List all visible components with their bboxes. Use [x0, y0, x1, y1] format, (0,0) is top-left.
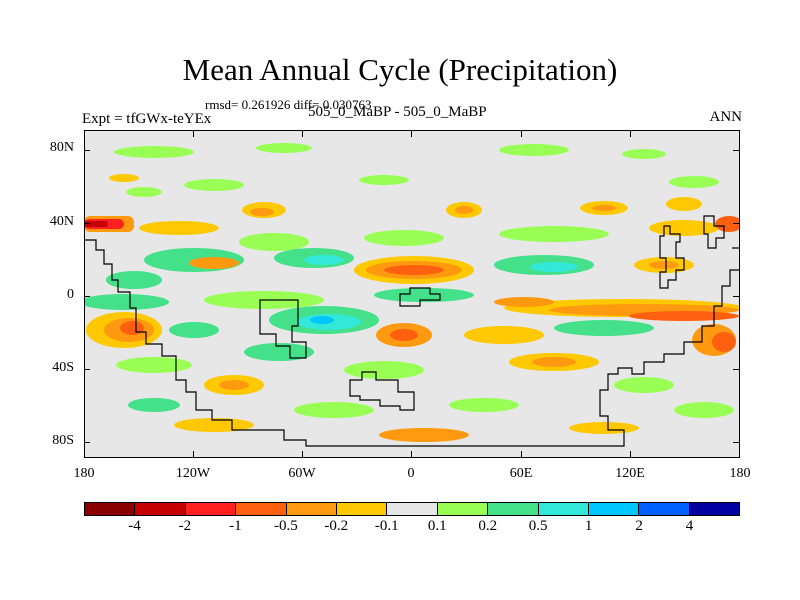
colorbar-swatch [639, 503, 690, 515]
colorbar-label: -0.5 [273, 518, 298, 534]
x-tick-0: 0 [407, 466, 415, 481]
x-tick-mark-60w [302, 451, 303, 457]
colorbar-label: -0.2 [324, 518, 349, 534]
continent-outlines [84, 215, 740, 447]
precip-difference-map [84, 130, 740, 458]
x-tick-mark-120e [630, 451, 631, 457]
colorbar-swatch [437, 503, 489, 515]
colorbar [84, 502, 740, 516]
precip-anomaly-patches-tropics-south [86, 306, 736, 361]
precip-anomaly-patches-midlat-north [84, 216, 740, 251]
season-label: ANN [709, 109, 743, 125]
x-tick-60e: 60E [509, 466, 533, 481]
colorbar-label: -1 [229, 518, 242, 534]
colorbar-swatch [387, 503, 438, 515]
colorbar-swatch [286, 503, 337, 515]
colorbar-label: 1 [584, 518, 593, 534]
precip-anomaly-patches-tropics-north [106, 248, 694, 289]
y-tick-mark-right-80n [733, 150, 739, 151]
colorbar-swatch [185, 503, 237, 515]
colorbar-swatch [85, 503, 136, 515]
x-tick-mark-0 [411, 451, 412, 457]
colorbar-label: -2 [178, 518, 192, 534]
y-tick-40n: 40N [49, 214, 74, 229]
difference-label: 505_0_MaBP - 505_0_MaBP [308, 104, 487, 120]
y-tick-mark-right-80s [733, 442, 739, 443]
colorbar-label: 0.5 [528, 518, 548, 534]
colorbar-swatch [236, 503, 287, 515]
figure-title: Mean Annual Cycle (Precipitation) [182, 52, 618, 87]
colorbar-label: -0.1 [374, 518, 399, 534]
colorbar-swatch [588, 503, 640, 515]
y-tick-80s: 80S [52, 433, 74, 448]
experiment-label: Expt = tfGWx-teYEx [82, 111, 212, 127]
y-tick-40s: 40S [52, 360, 74, 375]
y-tick-mark-80n [84, 150, 90, 151]
y-tick-mark-80s [84, 442, 90, 443]
y-tick-0: 0 [67, 287, 74, 302]
colorbar-swatch [538, 503, 589, 515]
y-tick-mark-right-40n [733, 223, 739, 224]
colorbar-swatch [689, 503, 740, 515]
colorbar-swatch [488, 503, 539, 515]
y-tick-mark-40n [84, 223, 90, 224]
y-tick-mark-right-40s [733, 369, 739, 370]
x-tick-120w: 120W [175, 466, 211, 481]
x-tick-mark-top-120w [193, 131, 194, 137]
x-tick-mark-60e [521, 451, 522, 457]
x-tick-180e: 180 [729, 466, 751, 481]
precip-anomaly-patches-equator [84, 288, 740, 321]
colorbar-label: 4 [685, 518, 694, 534]
x-tick-60w: 60W [288, 466, 316, 481]
colorbar-swatch [336, 503, 388, 515]
x-tick-180w: 180 [73, 466, 95, 481]
colorbar-label: 0.2 [478, 518, 498, 534]
y-tick-80n: 80N [49, 140, 74, 155]
x-tick-mark-top-120e [630, 131, 631, 137]
colorbar-label: 0.1 [427, 518, 447, 534]
x-tick-mark-top-60w [302, 131, 303, 137]
colorbar-label: 2 [635, 518, 643, 534]
precip-anomaly-patches-south [116, 353, 734, 442]
stats-text: rmsd= 0.261926 diff= 0.030763 [205, 97, 372, 112]
x-tick-mark-top-0 [411, 131, 412, 137]
precip-anomaly-patches-north [109, 143, 719, 218]
y-tick-mark-0 [84, 296, 90, 297]
x-tick-120e: 120E [615, 466, 645, 481]
colorbar-label: -4 [128, 518, 141, 534]
y-tick-mark-right-0 [733, 296, 739, 297]
colorbar-swatch [135, 503, 186, 515]
x-tick-mark-top-60e [521, 131, 522, 137]
y-tick-mark-40s [84, 369, 90, 370]
x-tick-mark-120w [193, 451, 194, 457]
